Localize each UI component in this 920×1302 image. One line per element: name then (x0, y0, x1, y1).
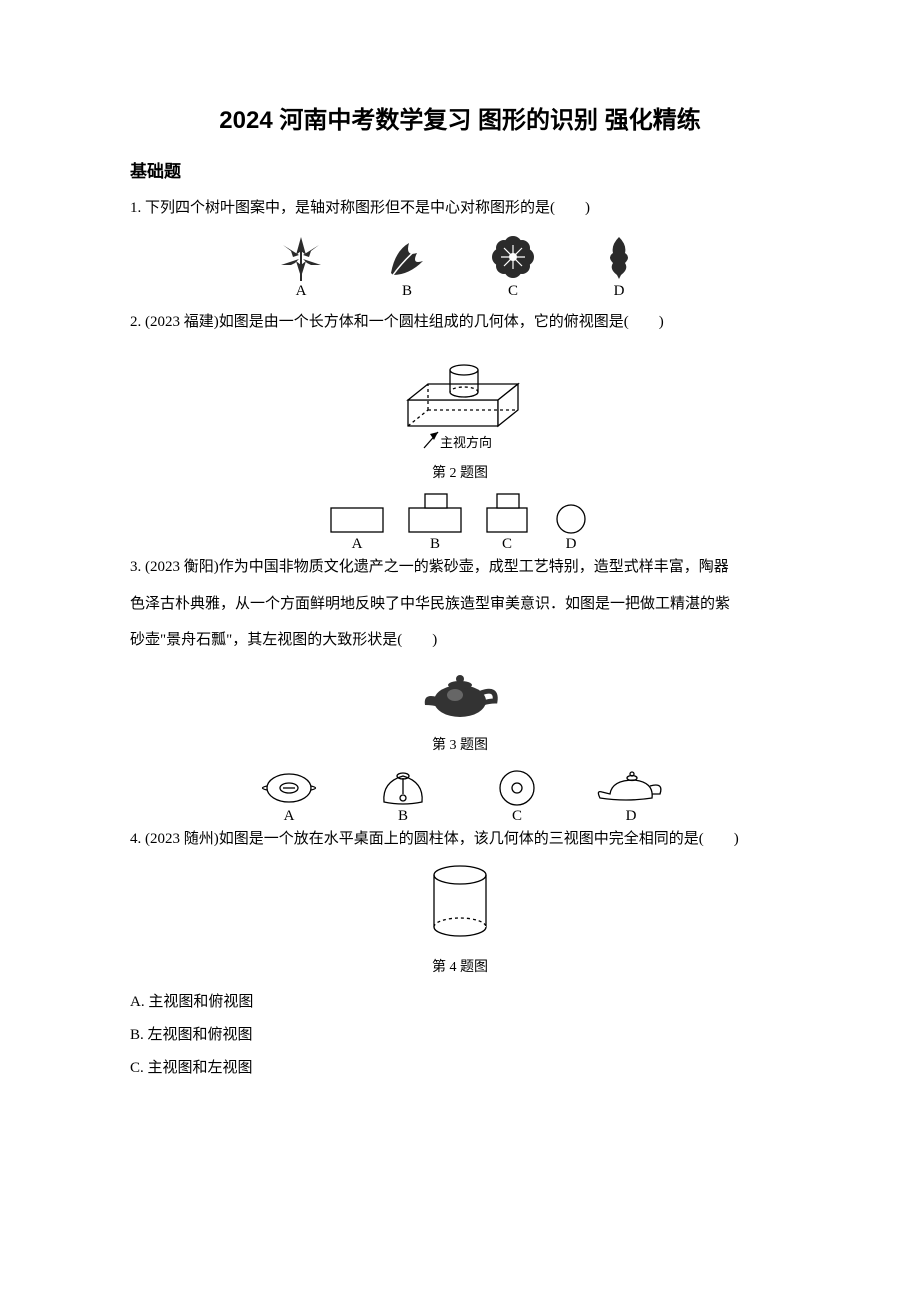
q4-option-c: C. 主视图和左视图 (130, 1052, 790, 1085)
q4-caption: 第 4 题图 (130, 956, 790, 976)
q2-option-a: A (352, 536, 363, 553)
q2-opt-b-icon (405, 492, 465, 536)
q2-opt-d-icon (549, 502, 593, 536)
section-header: 基础题 (130, 157, 790, 182)
leaf-a-icon (273, 231, 329, 283)
q2-opt-c-icon (483, 492, 531, 536)
leaf-d-icon (591, 231, 647, 283)
q1-option-c: C (508, 283, 518, 300)
q3-opt-d-icon (586, 764, 676, 808)
q4-option-b: B. 左视图和俯视图 (130, 1019, 790, 1052)
q1-option-a: A (296, 283, 307, 300)
q4-text: 4. (2023 随州)如图是一个放在水平桌面上的圆柱体，该几何体的三视图中完全… (130, 825, 790, 854)
q2-main-figure: 主视方向 (130, 344, 790, 454)
q3-opt-b-icon (364, 764, 442, 808)
page-title: 2024 河南中考数学复习 图形的识别 强化精练 (130, 100, 790, 135)
q4-figure (130, 861, 790, 948)
q3-teapot-figure (130, 663, 790, 726)
q4-option-a: A. 主视图和俯视图 (130, 986, 790, 1019)
q3-text-1: 3. (2023 衡阳)作为中国非物质文化遗产之一的紫砂壶，成型工艺特别，造型式… (130, 553, 790, 582)
q1-text: 1. 下列四个树叶图案中，是轴对称图形但不是中心对称图形的是( ) (130, 194, 790, 223)
q3-option-a: A (284, 808, 295, 825)
leaf-c-icon (485, 231, 541, 283)
leaf-b-icon (379, 231, 435, 283)
q2-options-row: A B C D (130, 492, 790, 553)
q3-options-row: A B C D (130, 764, 790, 825)
q2-caption: 第 2 题图 (130, 462, 790, 482)
q2-option-c: C (502, 536, 512, 553)
q2-option-b: B (430, 536, 440, 553)
q1-figure: A B (130, 231, 790, 300)
q3-caption: 第 3 题图 (130, 734, 790, 754)
q1-option-b: B (402, 283, 412, 300)
teapot-icon (415, 663, 505, 721)
q2-text: 2. (2023 福建)如图是由一个长方体和一个圆柱组成的几何体，它的俯视图是(… (130, 308, 790, 337)
q3-option-c: C (512, 808, 522, 825)
q1-option-d: D (614, 283, 625, 300)
cylinder-icon (420, 861, 500, 943)
q2-arrow-label: 主视方向 (440, 435, 492, 450)
q3-option-d: D (626, 808, 637, 825)
q3-option-b: B (398, 808, 408, 825)
q3-opt-a-icon (250, 764, 328, 808)
q4-options: A. 主视图和俯视图 B. 左视图和俯视图 C. 主视图和左视图 (130, 986, 790, 1085)
q2-option-d: D (566, 536, 577, 553)
q3-text-3: 砂壶"景舟石瓢"，其左视图的大致形状是( ) (130, 626, 790, 655)
q2-3d-icon: 主视方向 (380, 344, 540, 454)
q3-text-2: 色泽古朴典雅，从一个方面鲜明地反映了中华民族造型审美意识．如图是一把做工精湛的紫 (130, 590, 790, 619)
q2-opt-a-icon (327, 502, 387, 536)
q3-opt-c-icon (478, 764, 556, 808)
